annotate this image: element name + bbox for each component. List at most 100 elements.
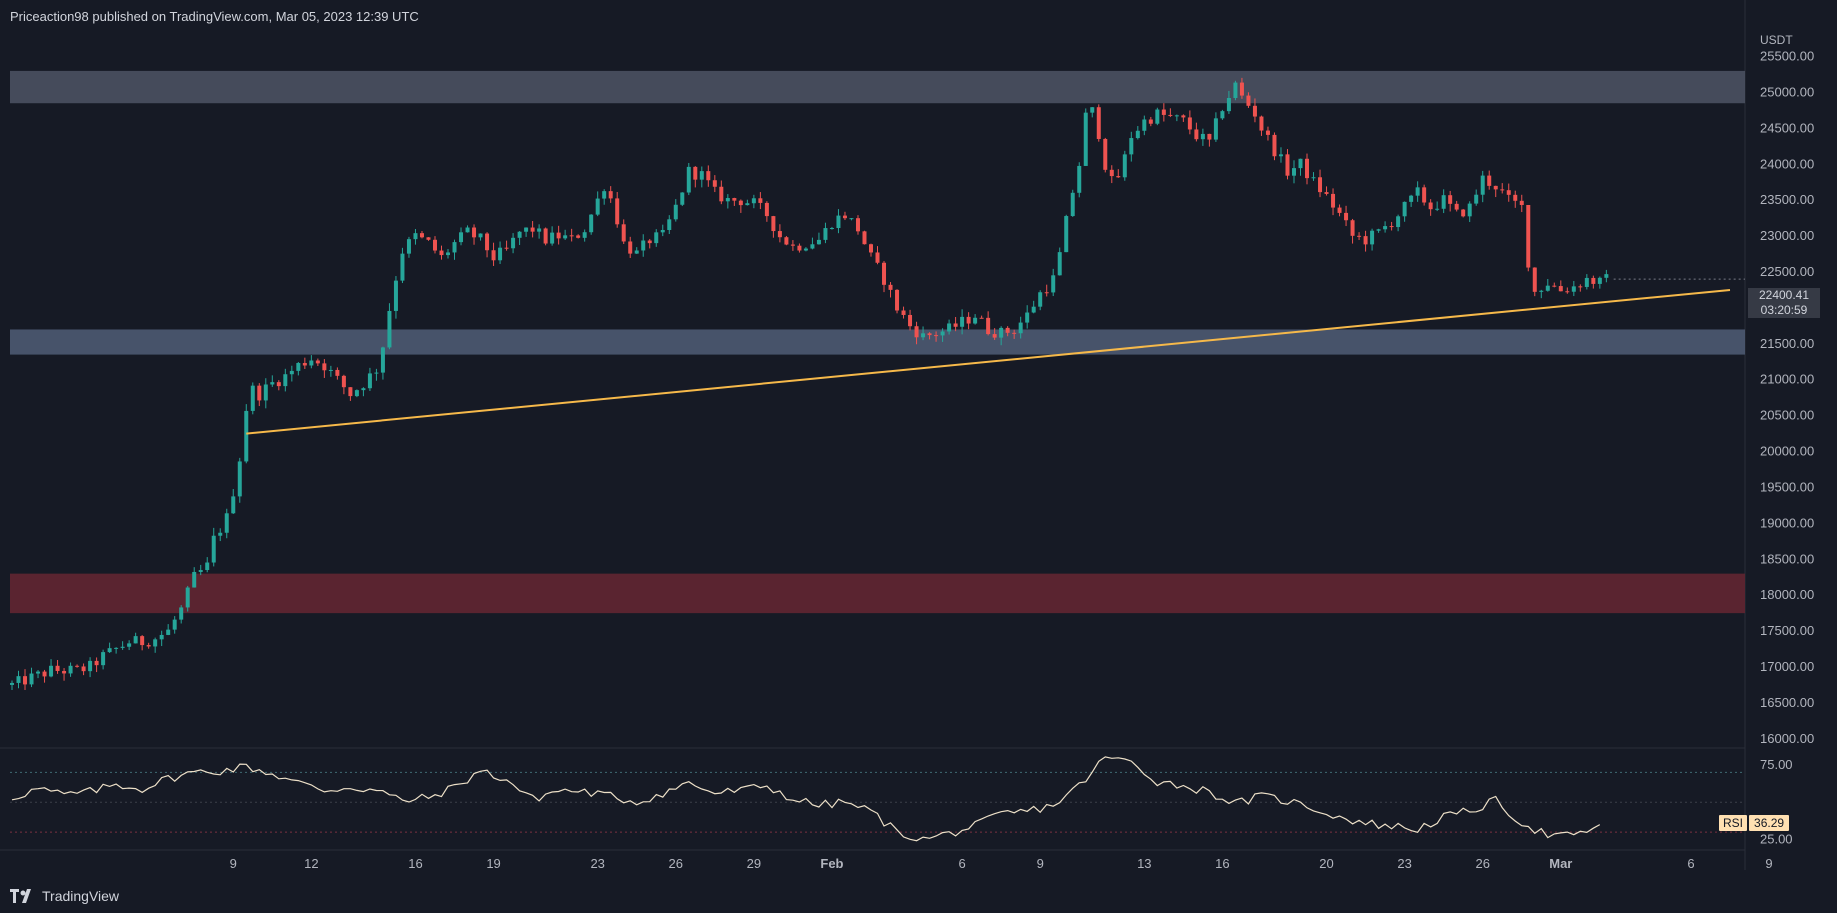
candle-body [1116, 176, 1121, 178]
candle [406, 236, 411, 258]
candle-body [1383, 226, 1388, 230]
candle-body [413, 233, 418, 240]
candle-body [921, 333, 926, 338]
time-tick-label: 6 [1687, 856, 1694, 871]
candle [302, 357, 307, 369]
candle [1461, 208, 1466, 218]
candle-body [504, 247, 509, 249]
price-tick-label: 17500.00 [1760, 623, 1814, 638]
candle [693, 166, 698, 188]
candle [777, 224, 782, 243]
candle-body [960, 316, 965, 327]
candle-body [953, 323, 958, 327]
candle [1558, 280, 1563, 292]
candle-body [732, 198, 737, 201]
candle-body [543, 228, 548, 244]
rsi-tick-label: 75.00 [1760, 757, 1793, 772]
time-tick-label: 9 [230, 856, 237, 871]
candle-body [146, 645, 151, 647]
candle-body [869, 244, 873, 253]
candle-body [615, 198, 620, 225]
price-tick-label: 19500.00 [1760, 479, 1814, 494]
candle [1428, 199, 1433, 216]
time-tick-label: 12 [304, 856, 318, 871]
candle [94, 657, 99, 673]
candle [1239, 77, 1244, 99]
candle-body [485, 233, 490, 251]
candle-body [979, 317, 984, 319]
candle [263, 378, 268, 409]
tradingview-footer[interactable]: TradingView [10, 888, 119, 904]
candle [472, 224, 477, 245]
publisher-header: Priceaction98 published on TradingView.c… [10, 9, 419, 24]
candle-body [374, 372, 379, 374]
candle [901, 306, 906, 319]
price-axis-unit: USDT [1760, 33, 1793, 47]
candle-body [1005, 327, 1010, 333]
candle [1591, 275, 1596, 289]
candle [647, 238, 652, 249]
price-tick-label: 20000.00 [1760, 444, 1814, 459]
candle [1545, 278, 1550, 292]
candle-body [1324, 192, 1329, 194]
zone-resistance [10, 70, 1745, 104]
candle [68, 662, 73, 677]
candle [680, 192, 685, 207]
candle-body [1480, 175, 1485, 195]
candle [992, 328, 997, 340]
candle [1168, 108, 1173, 118]
candle [810, 237, 815, 250]
candle-body [1467, 203, 1472, 217]
candle [1265, 126, 1270, 141]
candle [322, 359, 327, 378]
candle [367, 367, 372, 392]
candle [1051, 268, 1056, 297]
candle [341, 374, 346, 395]
candle [849, 218, 854, 221]
candle-body [348, 387, 353, 397]
candle-body [667, 219, 672, 230]
time-tick-label: 13 [1137, 856, 1151, 871]
candle-body [947, 323, 952, 332]
candle [1331, 188, 1336, 216]
candle [1402, 201, 1407, 222]
candle-body [908, 314, 913, 327]
candle [667, 215, 672, 234]
candle [882, 260, 887, 293]
candle-body [107, 648, 112, 653]
candle-body [660, 229, 665, 233]
candle [387, 303, 392, 350]
price-tick-label: 21500.00 [1760, 336, 1814, 351]
price-tick-label: 18000.00 [1760, 587, 1814, 602]
candle-body [1259, 116, 1264, 131]
candle [400, 247, 405, 284]
candle-body [1265, 130, 1270, 135]
candle [328, 365, 333, 377]
candle [738, 199, 743, 213]
candle-body [1142, 119, 1147, 131]
candle-body [1018, 322, 1023, 334]
time-tick-label: 6 [958, 856, 965, 871]
candle [686, 162, 691, 196]
price-tick-label: 17000.00 [1760, 659, 1814, 674]
candle-body [10, 682, 14, 685]
candle-body [777, 231, 782, 238]
candle-body [1070, 192, 1075, 217]
candle [198, 564, 203, 576]
candle [1415, 181, 1420, 202]
candle [315, 358, 320, 366]
candle [1441, 189, 1446, 214]
candle-body [563, 235, 568, 239]
candle-body [1129, 138, 1134, 155]
candle-body [589, 214, 594, 233]
candle [36, 670, 41, 679]
candle-body [966, 316, 971, 324]
candle [1057, 247, 1062, 276]
candle [179, 605, 184, 624]
candle [1220, 109, 1225, 120]
candle-body [289, 370, 294, 375]
candle [1122, 150, 1127, 181]
candle [1376, 228, 1381, 233]
candle-body [198, 570, 203, 572]
candle [1552, 282, 1557, 288]
